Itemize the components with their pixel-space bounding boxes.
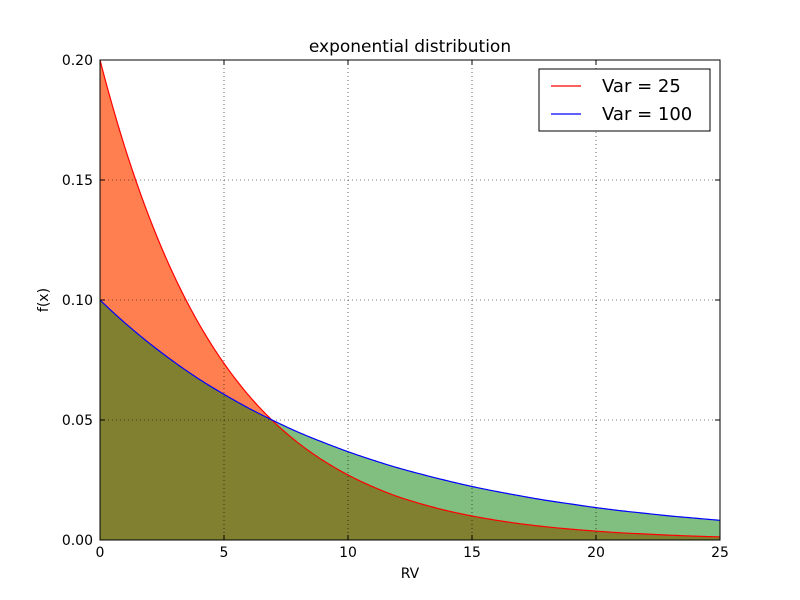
legend: Var = 25 Var = 100	[538, 68, 711, 132]
legend-label: Var = 100	[602, 104, 692, 125]
x-tick-label: 10	[339, 545, 357, 561]
y-axis-label: f(x)	[36, 288, 52, 312]
y-tick-label: 0.05	[62, 413, 93, 429]
x-axis-label: RV	[401, 566, 420, 582]
x-tick-label: 0	[96, 545, 105, 561]
line-var-100	[100, 299, 720, 521]
y-tick-label: 0.20	[62, 53, 93, 69]
x-tick-label: 25	[711, 545, 729, 561]
x-tick-label: 20	[587, 545, 605, 561]
legend-label: Var = 25	[602, 76, 681, 97]
x-tick-label: 15	[463, 545, 481, 561]
y-tick-label: 0.00	[62, 533, 93, 549]
line-var-25	[100, 60, 720, 538]
chart-title: exponential distribution	[309, 37, 511, 57]
legend-box	[538, 68, 711, 132]
y-tick-label: 0.15	[62, 173, 93, 189]
y-tick-label: 0.10	[62, 293, 93, 309]
area-overlap	[100, 300, 720, 540]
x-tick-label: 5	[220, 545, 229, 561]
